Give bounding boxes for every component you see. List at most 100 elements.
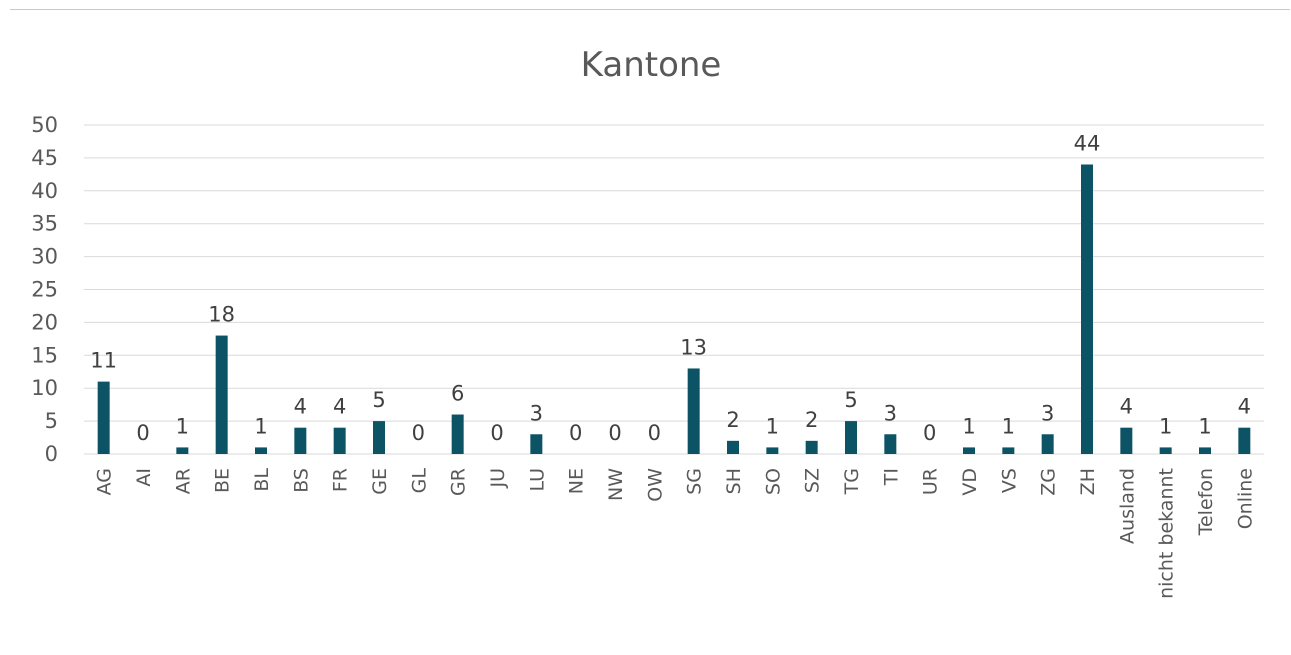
data-label: 2 (726, 408, 739, 432)
x-tick-label: JU (487, 468, 509, 489)
x-tick-label: FR (330, 468, 352, 492)
data-label: 18 (208, 303, 235, 327)
x-tick-label: Telefon (1195, 468, 1217, 536)
bar (1238, 427, 1251, 454)
bar (255, 447, 267, 454)
x-tick-label: BE (212, 468, 234, 493)
data-label: 0 (490, 421, 503, 445)
x-tick-label: NE (566, 468, 588, 494)
data-label: 4 (1120, 395, 1133, 419)
data-label: 1 (1198, 414, 1211, 438)
data-label: 1 (254, 414, 267, 438)
data-label: 5 (372, 388, 385, 412)
bar (963, 447, 975, 454)
x-tick-label: Online (1234, 468, 1256, 529)
bar (215, 335, 228, 454)
x-tick-label: GL (408, 468, 430, 494)
bar (845, 421, 857, 454)
bar (884, 434, 897, 454)
data-label: 1 (962, 414, 975, 438)
y-tick-label: 20 (31, 310, 58, 334)
x-tick-label: BL (251, 468, 273, 492)
x-tick-label: NW (605, 468, 627, 501)
data-label: 4 (333, 395, 346, 419)
data-label: 3 (530, 401, 543, 425)
x-tick-label: SZ (802, 468, 824, 493)
x-tick-label: VD (959, 468, 981, 496)
x-tick-label: UR (920, 468, 942, 495)
data-label: 1 (176, 414, 189, 438)
bars (97, 164, 1251, 455)
data-label: 3 (884, 401, 897, 425)
data-label: 1 (766, 414, 779, 438)
y-tick-label: 50 (31, 113, 58, 137)
bar (294, 427, 307, 454)
x-tick-label: GE (369, 468, 391, 495)
data-label: 11 (90, 349, 117, 373)
gridlines (84, 124, 1264, 455)
y-tick-label: 10 (31, 376, 58, 400)
x-tick-label: TI (880, 468, 902, 486)
top-divider-line (10, 9, 1290, 10)
bar (530, 434, 543, 454)
x-tick-label: GR (448, 468, 470, 496)
bar (727, 440, 739, 454)
bar (687, 368, 700, 454)
x-tick-label: AG (94, 468, 116, 495)
data-label: 0 (569, 421, 582, 445)
data-label: 0 (923, 421, 936, 445)
bar (373, 421, 385, 454)
x-tick-label: ZH (1077, 468, 1099, 495)
bar (766, 447, 779, 454)
y-tick-label: 45 (31, 146, 58, 170)
data-label: 0 (412, 421, 425, 445)
x-tick-label: TG (841, 468, 863, 495)
bar (1159, 447, 1172, 454)
bar (1081, 164, 1093, 455)
data-label: 0 (136, 421, 149, 445)
bar (1002, 447, 1015, 454)
data-label: 4 (1238, 395, 1251, 419)
x-tick-label: VS (998, 468, 1020, 493)
x-tick-label: LU (526, 468, 548, 492)
data-label: 13 (680, 335, 707, 359)
bar (805, 440, 818, 454)
data-label: 4 (294, 395, 307, 419)
data-label: 0 (648, 421, 661, 445)
data-label: 5 (844, 388, 857, 412)
data-label: 1 (1002, 414, 1015, 438)
bar (333, 427, 346, 454)
y-tick-label: 0 (45, 442, 58, 466)
data-label: 3 (1041, 401, 1054, 425)
bar (1120, 427, 1133, 454)
x-tick-label: Ausland (1116, 468, 1138, 544)
bar (451, 414, 464, 454)
y-axis-ticks: 0 5 10 15 20 25 30 35 40 45 50 (31, 113, 58, 466)
x-tick-label: ZG (1038, 468, 1060, 496)
bar (97, 381, 110, 454)
data-label: 44 (1074, 131, 1101, 155)
x-axis-ticks: AG AI AR BE BL BS FR GE GL GR JU LU NE NW OW SG SH SO SZ TG… (94, 468, 1257, 599)
x-tick-label: nicht bekannt (1156, 468, 1178, 599)
y-tick-label: 15 (31, 343, 58, 367)
y-tick-label: 40 (31, 179, 58, 203)
x-tick-label: SH (723, 468, 745, 494)
x-tick-label: SO (762, 468, 784, 495)
x-tick-label: OW (644, 468, 666, 502)
bar (1199, 447, 1211, 454)
x-tick-label: SG (684, 468, 706, 495)
bar (176, 447, 189, 454)
bar (1041, 434, 1054, 454)
data-label: 0 (608, 421, 621, 445)
data-label: 1 (1159, 414, 1172, 438)
y-tick-label: 35 (31, 212, 58, 236)
x-tick-label: AR (172, 468, 194, 494)
y-tick-label: 25 (31, 278, 58, 302)
data-label: 2 (805, 408, 818, 432)
chart-title: Kantone (581, 45, 722, 85)
x-tick-label: BS (290, 468, 312, 493)
y-tick-label: 30 (31, 245, 58, 269)
x-tick-label: AI (133, 468, 155, 487)
